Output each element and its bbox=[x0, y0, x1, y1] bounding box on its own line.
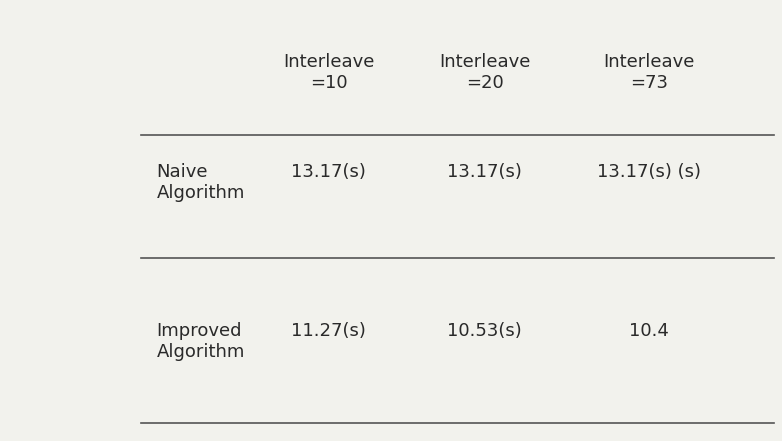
Text: 10.4: 10.4 bbox=[630, 322, 669, 340]
Text: Interleave
=73: Interleave =73 bbox=[604, 53, 694, 92]
Text: Improved
Algorithm: Improved Algorithm bbox=[156, 322, 245, 361]
Text: 10.53(s): 10.53(s) bbox=[447, 322, 522, 340]
Text: 11.27(s): 11.27(s) bbox=[291, 322, 366, 340]
Text: 13.17(s): 13.17(s) bbox=[447, 163, 522, 181]
Text: Naive
Algorithm: Naive Algorithm bbox=[156, 163, 245, 202]
Text: 13.17(s) (s): 13.17(s) (s) bbox=[597, 163, 701, 181]
Text: 13.17(s): 13.17(s) bbox=[291, 163, 366, 181]
Text: Interleave
=20: Interleave =20 bbox=[439, 53, 530, 92]
Text: Interleave
=10: Interleave =10 bbox=[283, 53, 374, 92]
